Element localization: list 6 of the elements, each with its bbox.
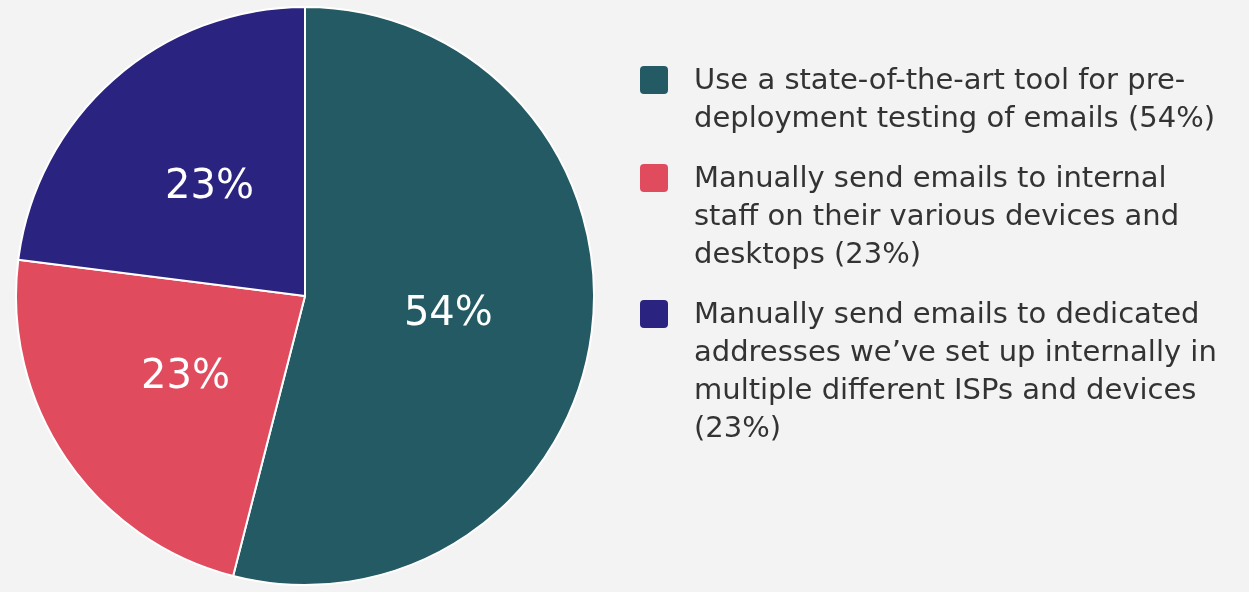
data-label: 54% xyxy=(403,287,493,334)
data-label: 23% xyxy=(164,161,254,207)
legend-label: Use a state-of-the-art tool for pre-deployment testing of emails (54%) xyxy=(694,61,1216,136)
legend-label: Manually send emails to dedicated addresses we’ve set up internally in multiple different ISPs and devices (23%) xyxy=(694,295,1218,446)
legend-label: Manually send emails to internal staff on their various devices and desktops (23%) xyxy=(694,159,1181,272)
data-label: 23% xyxy=(141,350,230,397)
